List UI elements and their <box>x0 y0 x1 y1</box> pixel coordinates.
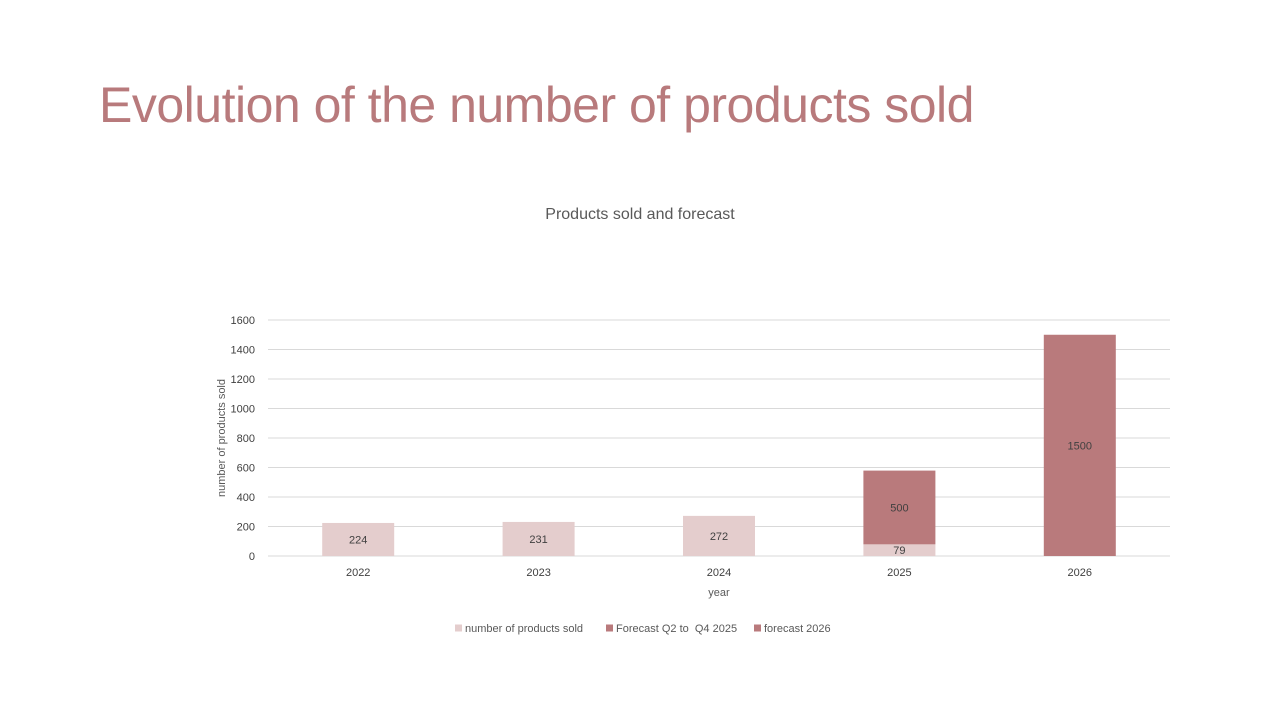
legend-label: number of products sold <box>465 623 583 635</box>
legend: number of products sold Forecast Q2 to Q4… <box>455 623 831 635</box>
legend-swatch <box>455 624 462 632</box>
legend-swatch <box>606 624 613 632</box>
y-tick-label: 1600 <box>231 315 255 327</box>
y-tick-label: 1200 <box>231 374 255 386</box>
y-tick-label: 200 <box>237 522 255 534</box>
x-axis-title: year <box>708 587 730 599</box>
data-label: 272 <box>710 531 728 543</box>
bars <box>322 334 1116 556</box>
y-tick-label: 600 <box>237 463 255 475</box>
x-axis-ticks: 2022 2023 2024 2025 2026 <box>346 567 1092 579</box>
x-tick-label: 2026 <box>1068 567 1092 579</box>
legend-label: forecast 2026 <box>764 623 831 635</box>
x-tick-label: 2022 <box>346 567 370 579</box>
data-label: 1500 <box>1068 440 1092 452</box>
y-tick-label: 800 <box>237 433 255 445</box>
y-tick-label: 0 <box>249 551 255 563</box>
y-tick-label: 1400 <box>231 345 255 357</box>
data-labels: 224 231 272 79 500 1500 <box>349 440 1092 557</box>
data-label: 500 <box>890 502 908 514</box>
bar <box>683 515 755 556</box>
x-tick-label: 2023 <box>526 567 550 579</box>
bar <box>863 544 936 556</box>
legend-swatch <box>754 624 761 632</box>
y-axis-ticks: 0 200 400 600 800 1000 1200 1400 1600 <box>231 315 255 563</box>
data-label: 224 <box>349 534 367 546</box>
bar <box>322 522 395 556</box>
y-tick-label: 1000 <box>231 404 255 416</box>
chart-title: Products sold and forecast <box>545 206 735 223</box>
legend-label: Forecast Q2 to Q4 2025 <box>616 623 737 635</box>
x-tick-label: 2025 <box>887 567 911 579</box>
data-label: 231 <box>529 534 547 546</box>
y-tick-label: 400 <box>237 492 255 504</box>
y-axis-title: number of products sold <box>216 379 228 497</box>
data-label: 79 <box>893 545 905 557</box>
x-tick-label: 2024 <box>707 567 731 579</box>
bar <box>1043 334 1116 556</box>
slide-title: Evolution of the number of products sold <box>99 77 974 133</box>
bar <box>863 470 936 545</box>
bar <box>502 521 575 556</box>
